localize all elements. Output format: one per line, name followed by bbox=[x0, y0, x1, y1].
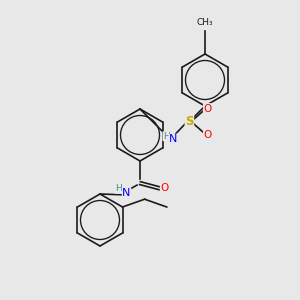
Text: O: O bbox=[203, 103, 212, 114]
Text: O: O bbox=[203, 130, 212, 140]
Text: O: O bbox=[160, 183, 169, 193]
Text: N: N bbox=[169, 134, 178, 144]
Text: S: S bbox=[185, 115, 194, 128]
Text: H: H bbox=[115, 184, 122, 194]
Text: N: N bbox=[122, 188, 131, 198]
Text: H: H bbox=[163, 132, 170, 141]
Text: CH₃: CH₃ bbox=[197, 18, 213, 27]
